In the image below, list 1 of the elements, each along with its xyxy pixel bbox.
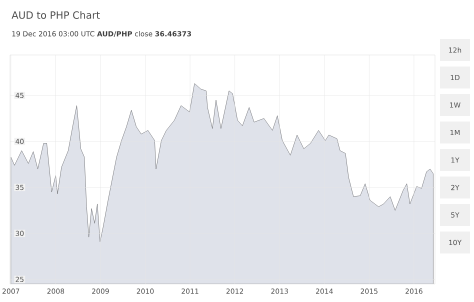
chart-title: AUD to PHP Chart [12,11,100,19]
